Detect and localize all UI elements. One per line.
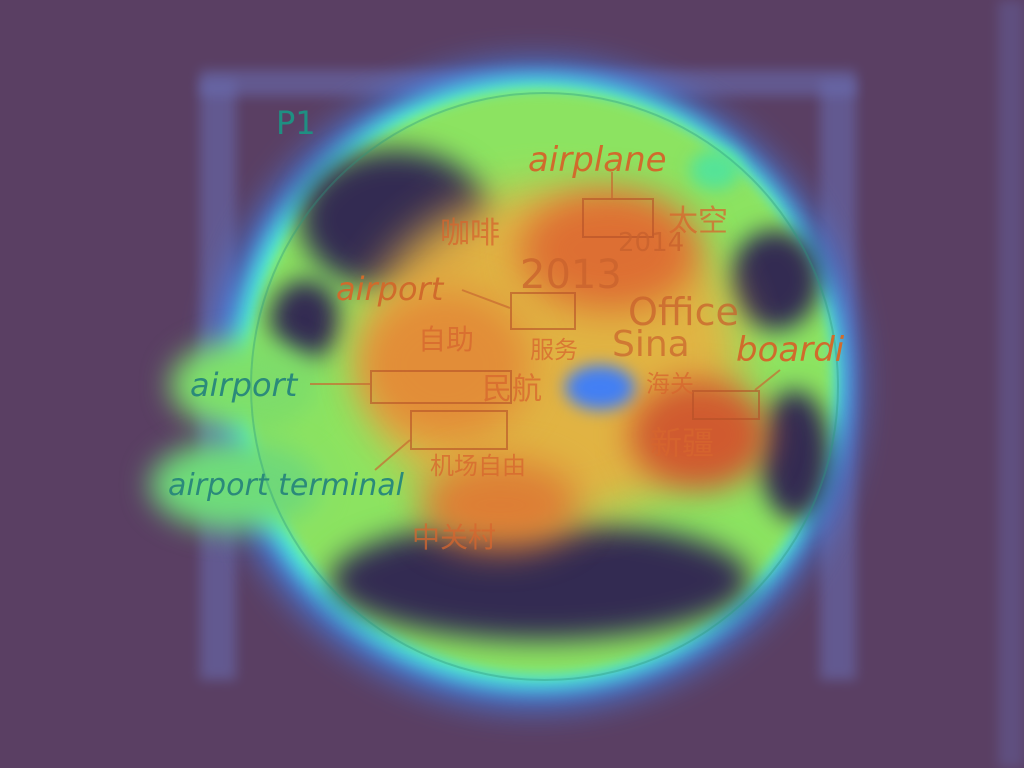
callout-box-boarding bbox=[692, 390, 760, 420]
leader-airport-terminal bbox=[374, 439, 411, 471]
word-coffee: 咖啡 bbox=[440, 216, 500, 251]
leader-airport-top bbox=[461, 289, 511, 309]
globe-disc bbox=[250, 92, 839, 681]
word-customs: 海关 bbox=[646, 370, 694, 398]
callout-box-airport-terminal bbox=[410, 410, 508, 450]
word-2014: 2014 bbox=[618, 228, 685, 258]
word-jichang: 机场自由 bbox=[430, 452, 526, 480]
leader-boarding bbox=[754, 369, 781, 391]
frame-far-right-edge bbox=[998, 0, 1024, 768]
callout-airport-top: airport bbox=[336, 270, 444, 308]
word-space: 太空 bbox=[668, 204, 728, 239]
word-sina: Sina bbox=[612, 324, 690, 365]
word-2013: 2013 bbox=[520, 252, 622, 298]
word-civil: 民航 bbox=[482, 372, 542, 407]
word-service: 服务 bbox=[530, 336, 578, 364]
callout-airport-terminal: airport terminal bbox=[168, 468, 404, 503]
word-self: 自助 bbox=[418, 323, 475, 356]
callout-airplane: airplane bbox=[528, 140, 667, 180]
callout-airport-left: airport bbox=[190, 366, 298, 404]
callout-box-airplane bbox=[582, 198, 654, 238]
word-zhongguancun: 中关村 bbox=[412, 521, 497, 554]
panel-label: P1 bbox=[276, 104, 316, 142]
callout-box-airport-top bbox=[510, 292, 576, 330]
callout-boarding: boardi bbox=[736, 330, 845, 370]
callout-box-airport-left bbox=[370, 370, 512, 404]
word-xinjiang: 新疆 bbox=[650, 424, 715, 462]
word-office: Office bbox=[628, 290, 739, 334]
